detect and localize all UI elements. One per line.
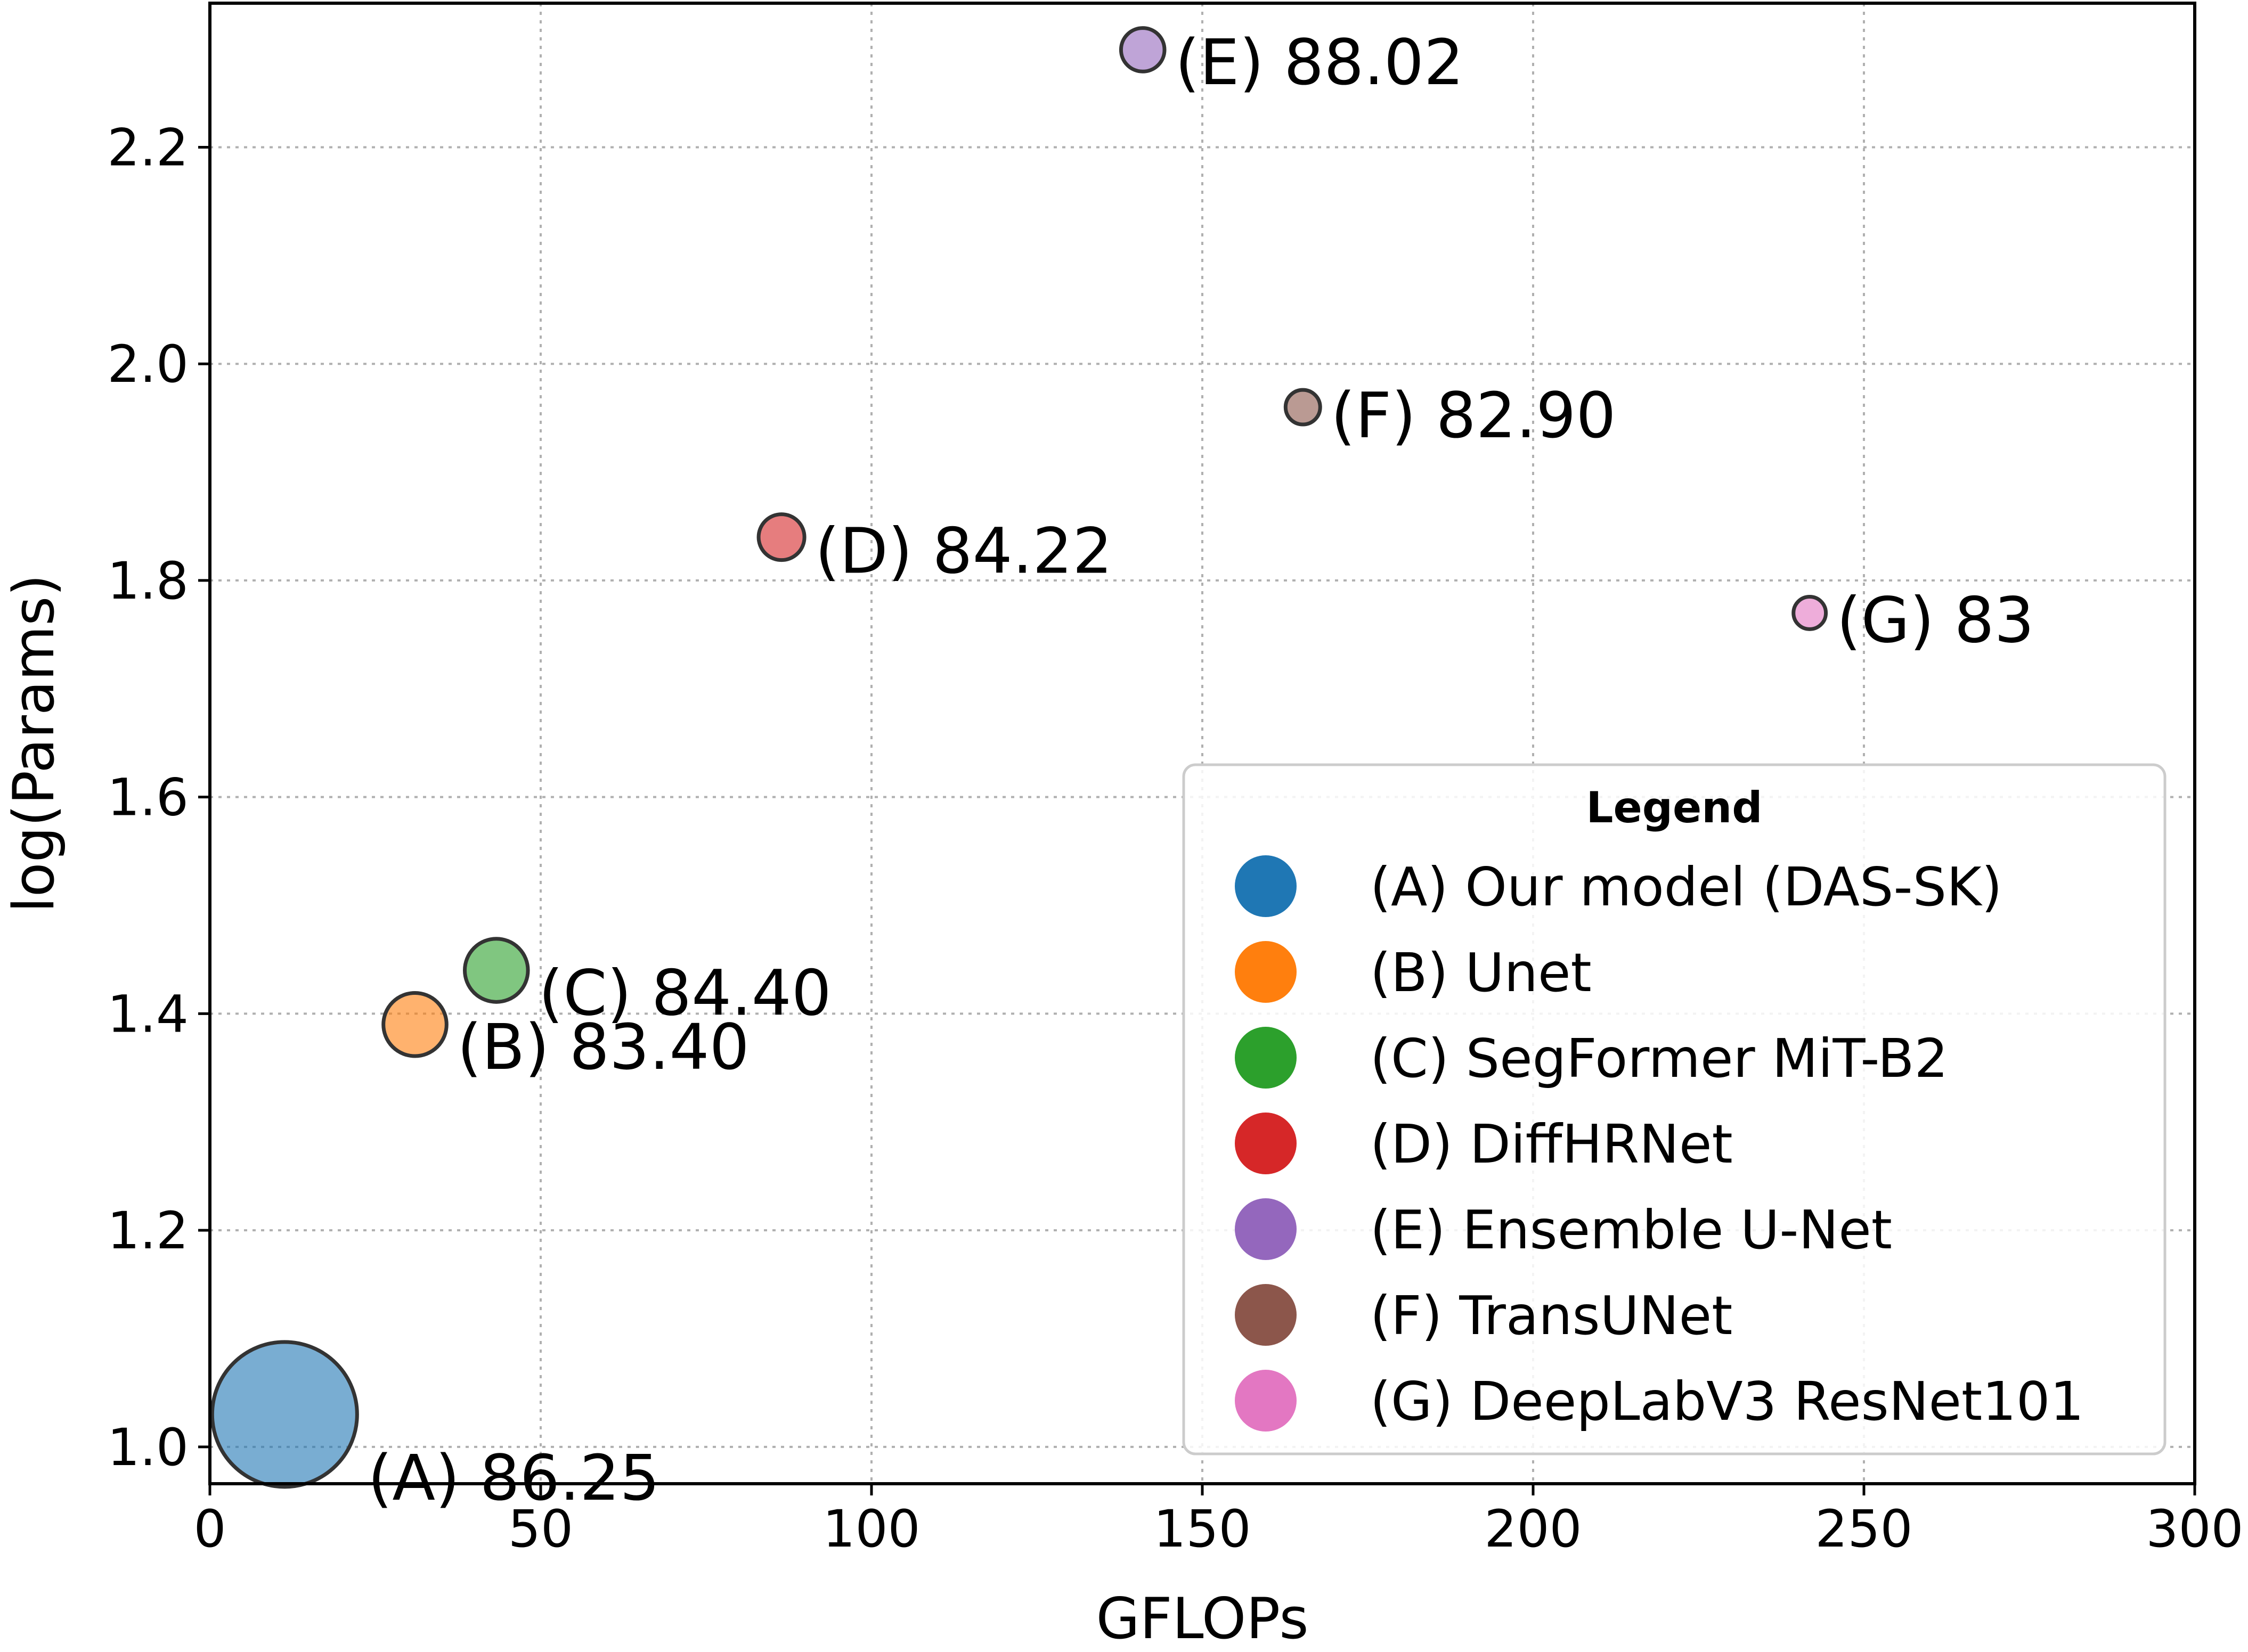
bubble-a — [210, 1340, 359, 1489]
bubble-e — [1119, 26, 1167, 73]
x-tick-label: 250 — [1815, 1499, 1912, 1559]
point-label-d: (D) 84.22 — [815, 514, 1112, 588]
legend-item-a: (A) Our model (DAS-SK) — [1370, 856, 2002, 918]
legend-marker-g — [1235, 1370, 1297, 1432]
x-axis-label: GFLOPs — [1096, 1586, 1308, 1651]
legend-marker-f — [1235, 1284, 1297, 1346]
y-tick-label: 2.0 — [107, 334, 189, 394]
point-label-e: (E) 88.02 — [1175, 26, 1464, 99]
y-axis-label: log(Params) — [1, 574, 67, 912]
legend-title: Legend — [1586, 783, 1763, 832]
point-label-a: (A) 86.25 — [368, 1441, 659, 1515]
legend-marker-b — [1235, 941, 1297, 1003]
point-label-g: (G) 83 — [1837, 583, 2034, 657]
legend-marker-d — [1235, 1113, 1297, 1174]
point-label-b: (B) 83.40 — [457, 1010, 749, 1084]
x-tick-label: 0 — [193, 1499, 226, 1559]
legend-item-g: (G) DeepLabV3 ResNet101 — [1370, 1370, 2084, 1433]
x-tick-label: 150 — [1153, 1499, 1251, 1559]
legend-box — [1182, 763, 2166, 1455]
point-label-c: (C) 84.40 — [539, 956, 832, 1029]
y-tick-label: 1.8 — [107, 551, 189, 611]
y-tick-label: 1.4 — [107, 984, 189, 1044]
legend-item-b: (B) Unet — [1370, 942, 1592, 1004]
legend-items: (A) Our model (DAS-SK) (B) Unet (C) SegFor… — [1235, 855, 2084, 1433]
legend-item-c: (C) SegFormer MiT-B2 — [1370, 1027, 1948, 1090]
bubble-d — [756, 512, 807, 562]
data-labels: (A) 86.25 (B) 83.40(C) 84.40 (D) 84.22 (E) … — [368, 26, 2034, 1515]
legend-item-d: (D) DiffHRNet — [1370, 1113, 1733, 1175]
x-tick-label: 50 — [508, 1499, 573, 1559]
legend-item-e: (E) Ensemble U-Net — [1370, 1199, 1892, 1261]
y-tick-label: 2.2 — [107, 118, 189, 177]
data-points — [210, 26, 1828, 1489]
x-tick-label: 200 — [1484, 1499, 1582, 1559]
legend: Legend (A) Our model (DAS-SK) (B) Unet (C)… — [1182, 763, 2166, 1455]
bubble-g — [1791, 595, 1828, 631]
y-tick-label: 1.0 — [107, 1418, 189, 1477]
point-label-f: (F) 82.90 — [1331, 379, 1616, 452]
legend-marker-e — [1235, 1198, 1297, 1260]
legend-marker-a — [1235, 855, 1297, 917]
axis-ticks: 0 50 100 150 200 250 300 1.0 1.2 1.4 1.6 1.8 2.0 2.2 — [107, 118, 2243, 1559]
x-tick-label: 300 — [2146, 1499, 2243, 1559]
bubble-b — [381, 991, 449, 1058]
x-tick-label: 100 — [822, 1499, 920, 1559]
bubble-f — [1283, 388, 1322, 427]
legend-item-f: (F) TransUNet — [1370, 1285, 1732, 1347]
bubble-c — [463, 937, 530, 1004]
y-tick-label: 1.6 — [107, 768, 189, 828]
legend-marker-c — [1235, 1027, 1297, 1089]
y-tick-label: 1.2 — [107, 1201, 189, 1261]
